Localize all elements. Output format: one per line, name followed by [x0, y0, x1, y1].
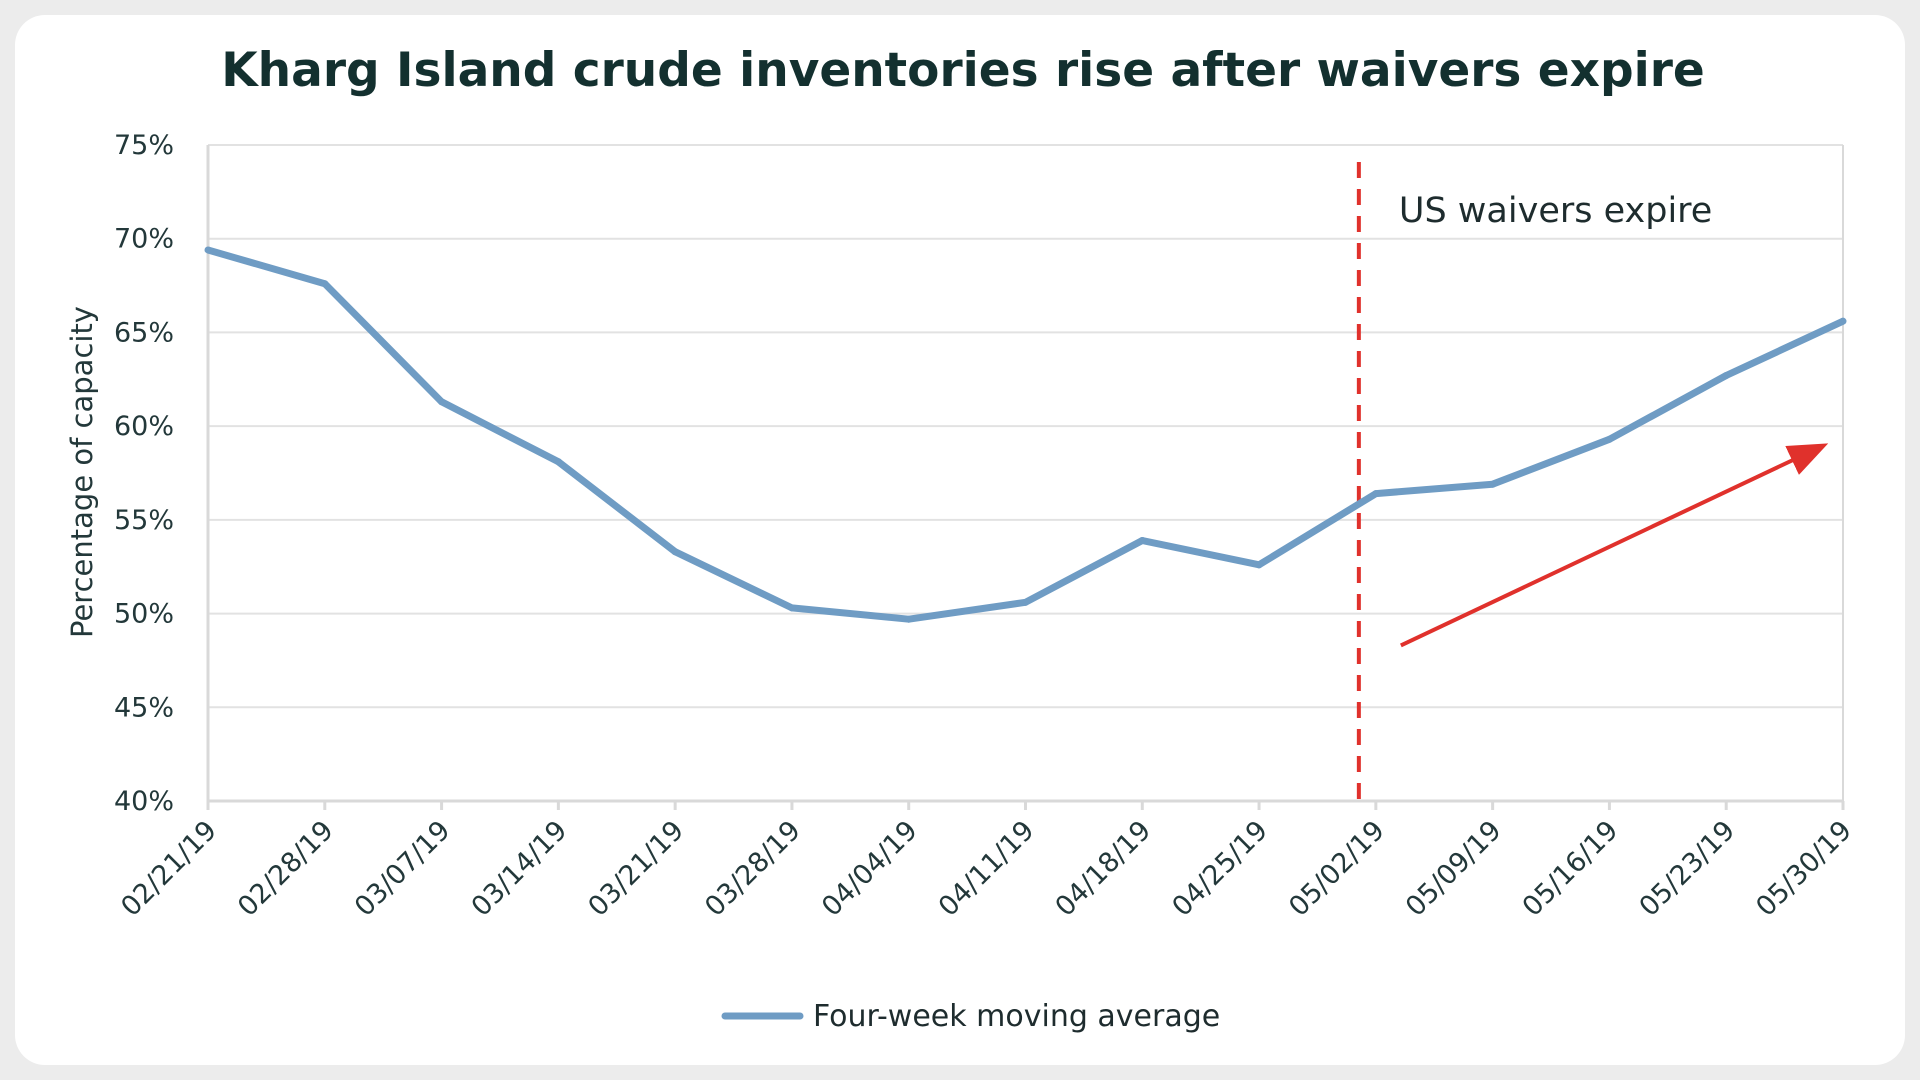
x-tick-label: 03/07/19 [349, 815, 457, 923]
series-layer [204, 246, 1847, 623]
y-tick-label: 75% [114, 130, 174, 161]
y-tick-label: 70% [114, 224, 174, 255]
data-point [788, 604, 796, 612]
y-axis-ticks: 40% 45% 50% 55% 60% 65% 70% 75% [114, 130, 174, 817]
annotations: US waivers expire [1356, 162, 1829, 801]
x-tick-label: 05/30/19 [1750, 815, 1858, 923]
data-point [1605, 435, 1613, 443]
x-tick-label: 04/25/19 [1166, 815, 1274, 923]
data-point [905, 615, 913, 623]
y-tick-label: 65% [114, 317, 174, 348]
data-point [1489, 480, 1497, 488]
data-point [1839, 317, 1847, 325]
y-tick-label: 60% [114, 411, 174, 442]
y-tick-label: 50% [114, 599, 174, 630]
data-point [554, 458, 562, 466]
x-tick-label: 02/28/19 [232, 815, 340, 923]
data-point [1022, 598, 1029, 606]
chart-card [15, 15, 1905, 1065]
x-tick-label: 04/11/19 [933, 815, 1041, 923]
series-line-four-week-moving-average [207, 246, 1845, 623]
chart-title: Kharg Island crude inventories rise afte… [221, 43, 1705, 98]
x-tick-label: 03/21/19 [582, 815, 690, 923]
trend-arrow [1400, 443, 1829, 648]
y-tick-label: 55% [114, 505, 174, 536]
data-point [1255, 561, 1263, 569]
gridlines [208, 144, 1843, 709]
y-tick-label: 40% [114, 786, 174, 817]
data-point [321, 280, 329, 288]
x-axis-ticks: 02/21/19 02/28/19 03/07/19 03/14/19 03/21/19… [115, 801, 1858, 923]
x-tick-label: 05/02/19 [1283, 815, 1391, 923]
x-tick-label: 05/23/19 [1633, 815, 1741, 923]
x-tick-label: 05/09/19 [1400, 815, 1508, 923]
data-point [1138, 536, 1146, 544]
x-tick-label: 02/21/19 [115, 815, 223, 923]
data-point [204, 246, 212, 254]
legend: Four-week moving average [721, 999, 1220, 1034]
y-axis-title: Percentage of capacity [65, 306, 99, 638]
legend-label-four-week-moving-average: Four-week moving average [813, 999, 1220, 1034]
waiver-expiry-label: US waivers expire [1399, 191, 1712, 231]
data-point [438, 398, 446, 406]
y-tick-label: 45% [114, 692, 174, 723]
x-tick-label: 03/14/19 [466, 815, 574, 923]
data-point [671, 548, 679, 556]
plot-frame [206, 145, 1844, 803]
data-point [1372, 490, 1380, 498]
data-point [1722, 372, 1730, 380]
x-tick-label: 03/28/19 [699, 815, 807, 923]
x-tick-label: 04/18/19 [1050, 815, 1158, 923]
x-tick-label: 04/04/19 [816, 815, 924, 923]
x-tick-label: 05/16/19 [1517, 815, 1625, 923]
